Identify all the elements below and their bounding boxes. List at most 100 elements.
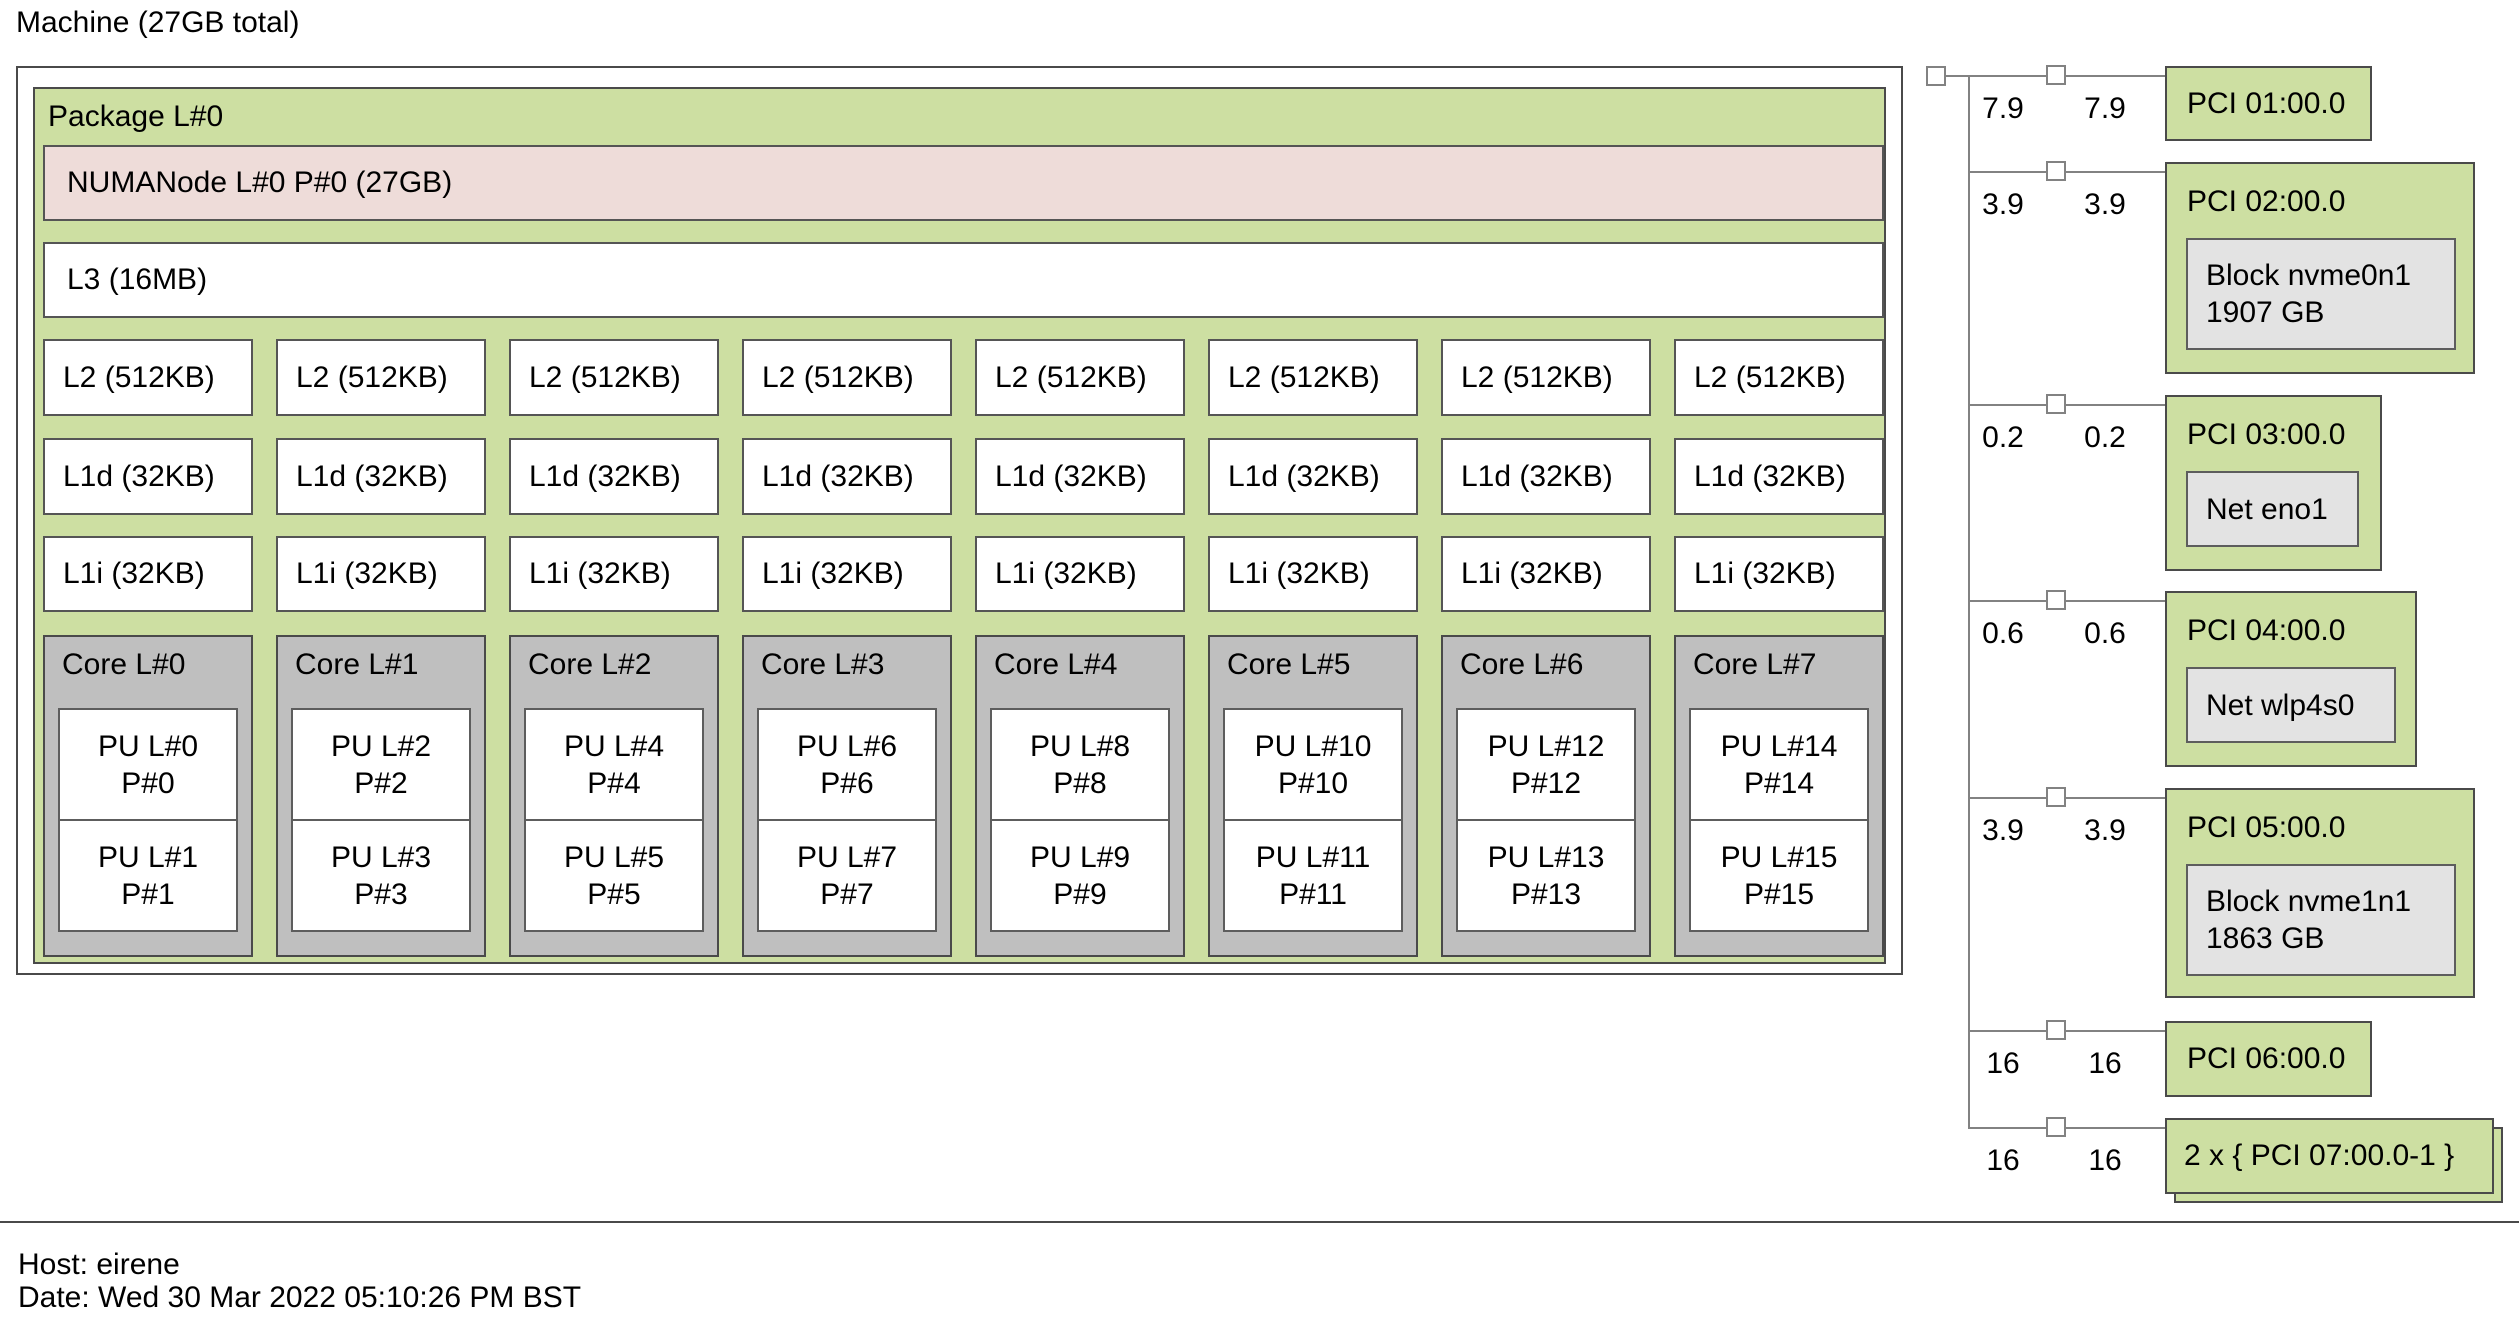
pu-box: PU L#11 P#11 xyxy=(1223,819,1403,932)
pci-link-line xyxy=(1968,1127,2165,1129)
l3-cache-box: L3 (16MB) xyxy=(43,242,1884,318)
l1d-cache-box: L1d (32KB) xyxy=(276,438,486,515)
pu-box: PU L#6 P#6 xyxy=(757,708,937,821)
l2-cache-box: L2 (512KB) xyxy=(509,339,719,416)
separator-line xyxy=(0,1221,2519,1223)
pu-box: PU L#4 P#4 xyxy=(524,708,704,821)
link-speed-label: 3.9 xyxy=(2084,814,2126,847)
link-speed-label: 16 xyxy=(1986,1047,2020,1080)
footer-host: Host: eirene xyxy=(18,1248,180,1281)
l2-cache-box: L2 (512KB) xyxy=(975,339,1185,416)
l1i-cache-box: L1i (32KB) xyxy=(1674,536,1884,612)
net-device-box: Net eno1 xyxy=(2186,471,2359,547)
pu-box: PU L#2 P#2 xyxy=(291,708,471,821)
core-box: Core L#0 PU L#0 P#0 PU L#1 P#1 xyxy=(43,635,253,957)
l1i-cache-box: L1i (32KB) xyxy=(1208,536,1418,612)
link-speed-label: 7.9 xyxy=(1982,92,2024,125)
l1i-cache-box: L1i (32KB) xyxy=(43,536,253,612)
pci-link-line xyxy=(1968,797,2165,799)
l1d-cache-box: L1d (32KB) xyxy=(1208,438,1418,515)
l2-cache-row: L2 (512KB) L2 (512KB) L2 (512KB) L2 (512… xyxy=(43,339,1884,416)
pci-link-line xyxy=(1968,1030,2165,1032)
pci-bridge-square xyxy=(2046,1020,2066,1040)
core-box: Core L#3 PU L#6 P#6 PU L#7 P#7 xyxy=(742,635,952,957)
pci-device-box: PCI 05:00.0 Block nvme1n1 1863 GB xyxy=(2165,788,2475,998)
pu-box: PU L#8 P#8 xyxy=(990,708,1170,821)
l2-cache-box: L2 (512KB) xyxy=(742,339,952,416)
pci-bridge-square xyxy=(2046,161,2066,181)
l1d-cache-box: L1d (32KB) xyxy=(975,438,1185,515)
pu-box: PU L#7 P#7 xyxy=(757,819,937,932)
l1d-cache-box: L1d (32KB) xyxy=(43,438,253,515)
net-device-box: Net wlp4s0 xyxy=(2186,667,2396,743)
numanode-box: NUMANode L#0 P#0 (27GB) xyxy=(43,145,1884,221)
l1i-cache-box: L1i (32KB) xyxy=(975,536,1185,612)
pci-device-box: PCI 04:00.0 Net wlp4s0 xyxy=(2165,591,2417,767)
l2-cache-box: L2 (512KB) xyxy=(276,339,486,416)
pu-box: PU L#1 P#1 xyxy=(58,819,238,932)
block-device-box: Block nvme1n1 1863 GB xyxy=(2186,864,2456,976)
link-speed-label: 7.9 xyxy=(2084,92,2126,125)
host-bridge-square xyxy=(1926,66,1946,86)
core-box: Core L#4 PU L#8 P#8 PU L#9 P#9 xyxy=(975,635,1185,957)
link-speed-label: 0.2 xyxy=(2084,421,2126,454)
link-speed-label: 0.2 xyxy=(1982,421,2024,454)
core-box: Core L#6 PU L#12 P#12 PU L#13 P#13 xyxy=(1441,635,1651,957)
link-speed-label: 3.9 xyxy=(1982,814,2024,847)
l2-cache-box: L2 (512KB) xyxy=(1441,339,1651,416)
pci-bridge-square xyxy=(2046,1117,2066,1137)
l1d-cache-box: L1d (32KB) xyxy=(509,438,719,515)
link-speed-label: 0.6 xyxy=(2084,617,2126,650)
pu-box: PU L#14 P#14 xyxy=(1689,708,1869,821)
pu-box: PU L#15 P#15 xyxy=(1689,819,1869,932)
l2-cache-box: L2 (512KB) xyxy=(1674,339,1884,416)
pci-link-line xyxy=(1968,404,2165,406)
core-box: Core L#7 PU L#14 P#14 PU L#15 P#15 xyxy=(1674,635,1884,957)
package-box: Package L#0 NUMANode L#0 P#0 (27GB) L3 (… xyxy=(33,87,1886,964)
pu-box: PU L#3 P#3 xyxy=(291,819,471,932)
pci-bridge-square xyxy=(2046,787,2066,807)
core-box: Core L#2 PU L#4 P#4 PU L#5 P#5 xyxy=(509,635,719,957)
l1i-cache-row: L1i (32KB) L1i (32KB) L1i (32KB) L1i (32… xyxy=(43,536,1884,612)
l3-cache-label: L3 (16MB) xyxy=(67,263,208,296)
link-speed-label: 16 xyxy=(2088,1047,2122,1080)
pu-box: PU L#9 P#9 xyxy=(990,819,1170,932)
l1i-cache-box: L1i (32KB) xyxy=(509,536,719,612)
link-speed-label: 3.9 xyxy=(2084,188,2126,221)
pci-bridge-square xyxy=(2046,590,2066,610)
pu-box: PU L#0 P#0 xyxy=(58,708,238,821)
link-speed-label: 0.6 xyxy=(1982,617,2024,650)
pci-bridge-square xyxy=(2046,394,2066,414)
pci-device-box: PCI 06:00.0 xyxy=(2165,1021,2372,1097)
core-row: Core L#0 PU L#0 P#0 PU L#1 P#1 Core L#1 xyxy=(43,635,1884,957)
l2-cache-box: L2 (512KB) xyxy=(43,339,253,416)
l1d-cache-box: L1d (32KB) xyxy=(742,438,952,515)
l1i-cache-box: L1i (32KB) xyxy=(276,536,486,612)
pci-device-box: PCI 03:00.0 Net eno1 xyxy=(2165,395,2382,571)
block-device-box: Block nvme0n1 1907 GB xyxy=(2186,238,2456,350)
l1i-cache-box: L1i (32KB) xyxy=(742,536,952,612)
pu-box: PU L#10 P#10 xyxy=(1223,708,1403,821)
footer-date: Date: Wed 30 Mar 2022 05:10:26 PM BST xyxy=(18,1281,582,1314)
pci-device-box: PCI 02:00.0 Block nvme0n1 1907 GB xyxy=(2165,162,2475,374)
l1d-cache-row: L1d (32KB) L1d (32KB) L1d (32KB) L1d (32… xyxy=(43,438,1884,515)
pci-bridge-square xyxy=(2046,65,2066,85)
pci-link-line xyxy=(1968,171,2165,173)
l1d-cache-box: L1d (32KB) xyxy=(1674,438,1884,515)
link-speed-label: 3.9 xyxy=(1982,188,2024,221)
l1d-cache-box: L1d (32KB) xyxy=(1441,438,1651,515)
l1i-cache-box: L1i (32KB) xyxy=(1441,536,1651,612)
core-box: Core L#1 PU L#2 P#2 PU L#3 P#3 xyxy=(276,635,486,957)
link-speed-label: 16 xyxy=(2088,1144,2122,1177)
pci-device-box: PCI 01:00.0 xyxy=(2165,66,2372,141)
machine-title: Machine (27GB total) xyxy=(16,6,300,39)
link-speed-label: 16 xyxy=(1986,1144,2020,1177)
machine-box: Package L#0 NUMANode L#0 P#0 (27GB) L3 (… xyxy=(16,66,1903,975)
pci-link-line xyxy=(1968,600,2165,602)
l2-cache-box: L2 (512KB) xyxy=(1208,339,1418,416)
pu-box: PU L#12 P#12 xyxy=(1456,708,1636,821)
core-box: Core L#5 PU L#10 P#10 PU L#11 P#11 xyxy=(1208,635,1418,957)
pu-box: PU L#5 P#5 xyxy=(524,819,704,932)
pci-device-box: 2 x { PCI 07:00.0-1 } xyxy=(2165,1118,2494,1194)
